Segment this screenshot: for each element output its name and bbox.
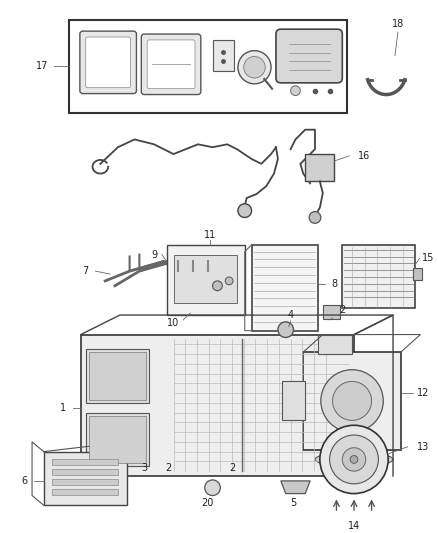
FancyBboxPatch shape [147,40,195,88]
Text: 18: 18 [392,19,404,29]
Bar [81,335,354,476]
Circle shape [332,382,371,421]
Circle shape [225,277,233,285]
Circle shape [238,204,251,217]
Text: 3: 3 [141,463,147,473]
Text: 8: 8 [332,279,338,289]
FancyBboxPatch shape [86,37,131,88]
Text: 2: 2 [339,305,346,315]
Circle shape [342,448,366,471]
Circle shape [205,480,220,496]
Text: 10: 10 [167,318,180,328]
Circle shape [321,370,383,432]
Bar [52,479,118,485]
Circle shape [238,51,271,84]
Circle shape [290,86,300,95]
Ellipse shape [315,452,393,467]
FancyBboxPatch shape [276,29,342,83]
Circle shape [350,456,358,463]
Bar [88,352,146,400]
Bar [251,245,318,330]
Text: 11: 11 [204,230,216,240]
Circle shape [309,212,321,223]
Circle shape [278,322,293,337]
Circle shape [244,56,265,78]
Bar [86,349,149,403]
Text: 16: 16 [358,151,370,161]
Text: 13: 13 [417,442,430,452]
Bar [305,154,335,181]
Bar [52,489,118,495]
Bar [52,469,118,475]
FancyBboxPatch shape [141,34,201,94]
Text: 14: 14 [348,521,360,531]
Bar [303,352,401,450]
Bar [173,255,237,303]
Bar [86,413,149,466]
Text: 12: 12 [417,388,430,398]
Bar [318,335,352,354]
Text: 9: 9 [151,249,157,260]
Bar [44,451,127,505]
Text: 4: 4 [287,310,293,320]
Text: 2: 2 [229,463,235,473]
Text: 15: 15 [422,254,434,263]
Circle shape [320,425,388,494]
Circle shape [212,281,223,290]
Bar [282,382,305,421]
Text: 20: 20 [201,498,214,508]
Text: 17: 17 [35,61,48,71]
Text: 7: 7 [83,266,89,276]
Bar [52,459,118,465]
Text: 2: 2 [166,463,172,473]
FancyBboxPatch shape [80,31,137,94]
Bar [69,20,347,113]
Polygon shape [281,481,310,494]
Bar [342,245,416,308]
Text: 5: 5 [290,498,297,508]
Text: 1: 1 [60,403,66,413]
Bar [212,40,234,71]
Bar [323,305,340,319]
Bar [413,268,422,280]
Text: 6: 6 [21,476,27,486]
Circle shape [330,435,378,484]
Bar [88,416,146,463]
Bar [167,245,245,315]
